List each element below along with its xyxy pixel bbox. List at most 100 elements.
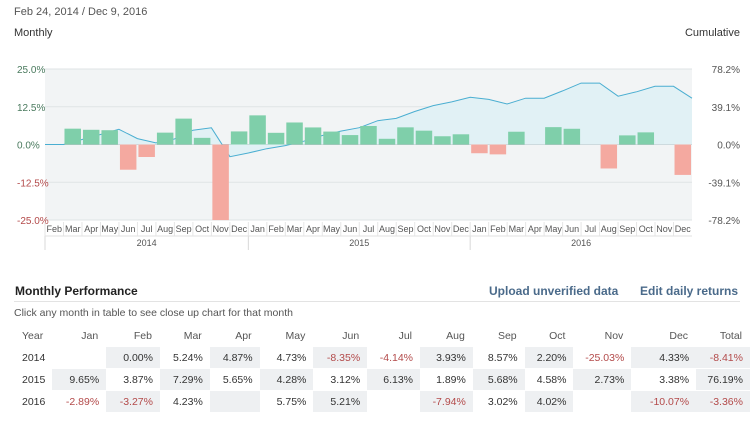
month-cell[interactable]: 3.12% <box>313 368 368 391</box>
month-label: Jul <box>585 224 597 234</box>
month-label: Feb <box>490 224 506 234</box>
left-axis-tick: -12.5% <box>17 178 49 189</box>
month-label: Sep <box>397 224 413 234</box>
month-cell[interactable]: -10.07% <box>631 390 697 413</box>
column-header-year: Year <box>22 330 44 342</box>
monthly-bar <box>286 122 303 145</box>
column-header-dec: Dec <box>669 330 689 342</box>
column-header-may: May <box>285 330 306 342</box>
monthly-bar <box>212 144 229 221</box>
monthly-bar <box>138 144 155 158</box>
monthly-bar <box>175 118 192 145</box>
monthly-bar <box>471 144 488 154</box>
column-header-total: Total <box>719 330 742 342</box>
monthly-bar <box>508 131 525 145</box>
month-label: Oct <box>195 224 210 234</box>
left-axis-tick: 0.0% <box>17 141 40 152</box>
monthly-bar <box>545 127 562 145</box>
month-cell[interactable]: 0.00% <box>106 347 160 369</box>
monthly-bar <box>434 136 451 145</box>
edit-daily-returns-link[interactable]: Edit daily returns <box>640 284 739 298</box>
month-cell[interactable]: 5.24% <box>159 347 210 369</box>
right-axis-tick: 78.2% <box>712 65 740 76</box>
month-cell[interactable]: -3.27% <box>106 390 160 413</box>
month-cell[interactable]: -8.35% <box>313 347 368 369</box>
column-header-apr: Apr <box>235 330 252 342</box>
month-label: Sep <box>619 224 635 234</box>
monthly-bar <box>249 115 266 145</box>
month-cell[interactable]: 4.58% <box>524 368 574 391</box>
month-label: Jun <box>343 224 358 234</box>
month-label: Jan <box>250 224 265 234</box>
returns-chart[interactable]: 25.0% 78.2% 12.5% 39.1% 0.0% 0.0% -12.5% -39.1%… <box>0 52 750 262</box>
monthly-axis-label: Monthly <box>14 27 53 39</box>
month-label: Jun <box>565 224 580 234</box>
column-header-oct: Oct <box>549 330 566 342</box>
month-cell[interactable]: -7.94% <box>420 390 473 413</box>
month-cell[interactable]: 2.20% <box>524 347 574 369</box>
month-cell[interactable]: 3.02% <box>472 390 525 413</box>
month-label: Oct <box>639 224 654 234</box>
right-axis-tick: -78.2% <box>708 216 740 227</box>
column-header-jan: Jan <box>81 330 99 342</box>
row-total: -3.36% <box>696 390 750 413</box>
month-label: May <box>545 224 563 234</box>
row-total: 76.19% <box>696 368 750 391</box>
month-label: Sep <box>176 224 192 234</box>
month-cell[interactable]: 3.38% <box>631 368 697 391</box>
month-cell[interactable]: 5.65% <box>209 368 260 391</box>
month-cell[interactable]: 4.02% <box>524 390 574 413</box>
year-label: 2014 <box>137 238 157 248</box>
monthly-bar <box>193 137 211 145</box>
row-total: -8.41% <box>696 347 750 369</box>
month-cell[interactable]: 1.89% <box>420 368 473 391</box>
month-cell[interactable]: 7.29% <box>159 368 210 391</box>
column-header-sep: Sep <box>497 330 517 342</box>
month-cell[interactable]: 9.65% <box>52 368 107 391</box>
monthly-bar <box>82 129 100 145</box>
month-cell[interactable]: 5.21% <box>313 390 368 413</box>
upload-unverified-data-link[interactable]: Upload unverified data <box>489 284 619 298</box>
month-label: Dec <box>231 224 248 234</box>
month-cell[interactable]: -2.89% <box>52 390 107 413</box>
month-cell[interactable]: 5.68% <box>472 368 525 391</box>
monthly-performance-table: Year Jan Feb Mar Apr May Jun Jul Aug Sep Oct Nov Dec… <box>14 325 750 413</box>
month-cell[interactable]: 4.73% <box>259 347 314 369</box>
month-cell[interactable]: 2.73% <box>573 368 632 391</box>
column-header-mar: Mar <box>183 330 202 342</box>
section-divider <box>14 301 740 302</box>
monthly-bar <box>397 127 414 145</box>
month-cell[interactable]: 4.23% <box>159 390 210 413</box>
year-label: 2016 <box>571 238 591 248</box>
month-cell[interactable]: 6.13% <box>367 368 421 391</box>
month-label: Jan <box>472 224 487 234</box>
month-cell[interactable]: 3.87% <box>106 368 160 391</box>
column-header-feb: Feb <box>133 330 152 342</box>
month-label: Mar <box>65 224 81 234</box>
column-header-jun: Jun <box>342 330 360 342</box>
month-cell[interactable]: 8.57% <box>472 347 525 369</box>
row-year: 2015 <box>14 368 53 391</box>
left-axis-tick: 12.5% <box>17 103 45 114</box>
month-cell <box>573 390 632 413</box>
month-cell[interactable]: 4.33% <box>631 347 697 369</box>
month-cell[interactable]: 4.28% <box>259 368 314 391</box>
monthly-bar <box>600 144 618 169</box>
month-cell[interactable]: 5.75% <box>259 390 314 413</box>
month-label: Dec <box>675 224 692 234</box>
table-row: 2015 9.65% 3.87% 7.29% 5.65% 4.28% 3.12% 6.13% 1… <box>14 368 750 391</box>
monthly-bar <box>230 131 248 145</box>
column-header-aug: Aug <box>446 330 465 342</box>
month-cell[interactable]: 3.93% <box>420 347 473 369</box>
month-cell[interactable]: -4.14% <box>367 347 421 369</box>
month-label: Aug <box>379 224 395 234</box>
month-cell[interactable]: -25.03% <box>573 347 632 369</box>
month-label: Apr <box>84 224 98 234</box>
month-cell[interactable]: 4.87% <box>209 347 260 369</box>
cumulative-line <box>45 82 693 158</box>
table-hint: Click any month in table to see close up… <box>14 307 293 319</box>
month-cell <box>367 390 421 413</box>
right-axis-tick: 39.1% <box>712 103 740 114</box>
monthly-bar <box>101 130 118 145</box>
monthly-bar <box>637 132 655 145</box>
